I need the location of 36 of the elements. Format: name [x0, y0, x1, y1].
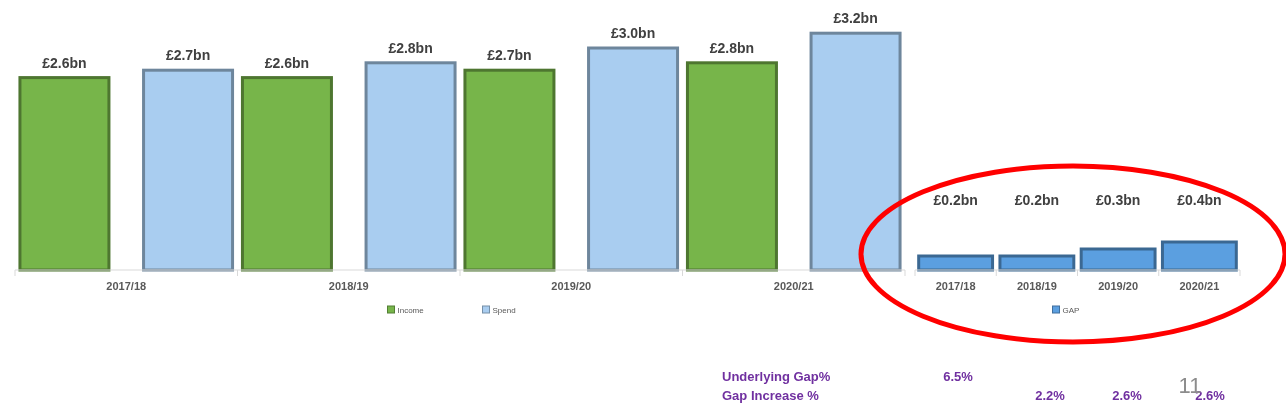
text: 2.6%	[1112, 388, 1143, 403]
bar	[364, 61, 457, 272]
data-label: £2.8bn	[709, 39, 755, 56]
data-label: £2.8bn	[388, 39, 433, 56]
legend-label: Spend	[492, 306, 516, 315]
text: 2.2%	[1035, 388, 1066, 403]
text: Underlying Gap%	[722, 369, 831, 384]
data-label: £2.7bn	[487, 47, 532, 64]
bar	[587, 46, 680, 272]
x-tick-label: 2019/20	[551, 280, 592, 292]
bar	[240, 76, 333, 272]
x-tick-label: 2017/18	[106, 280, 147, 292]
x-tick-label: 2020/21	[1179, 280, 1220, 292]
legend-label: Income	[397, 306, 425, 315]
text: 6.5%	[943, 369, 974, 384]
data-label: £3.0bn	[610, 25, 656, 41]
data-label: £2.7bn	[165, 47, 211, 64]
legend-label: GAP	[1062, 306, 1080, 315]
x-tick-label: 2017/18	[935, 280, 976, 292]
bar	[809, 31, 902, 272]
data-label: £2.6bn	[42, 54, 87, 71]
bar	[463, 68, 556, 272]
data-label: £0.3bn	[1095, 192, 1141, 208]
data-label: £0.2bn	[1014, 192, 1060, 208]
text: Gap Increase %	[722, 388, 820, 403]
data-label: £0.2bn	[933, 192, 978, 208]
bar	[142, 68, 235, 272]
data-label: £2.6bn	[264, 54, 310, 71]
data-label: £0.4bn	[1177, 192, 1222, 208]
x-tick-label: 2019/20	[1098, 280, 1139, 292]
x-tick-label: 2018/19	[328, 280, 369, 292]
bar	[18, 76, 111, 272]
bar	[685, 61, 778, 272]
x-tick-label: 2018/19	[1016, 280, 1057, 292]
data-label: £3.2bn	[833, 10, 878, 27]
x-tick-label: 2020/21	[773, 280, 814, 292]
